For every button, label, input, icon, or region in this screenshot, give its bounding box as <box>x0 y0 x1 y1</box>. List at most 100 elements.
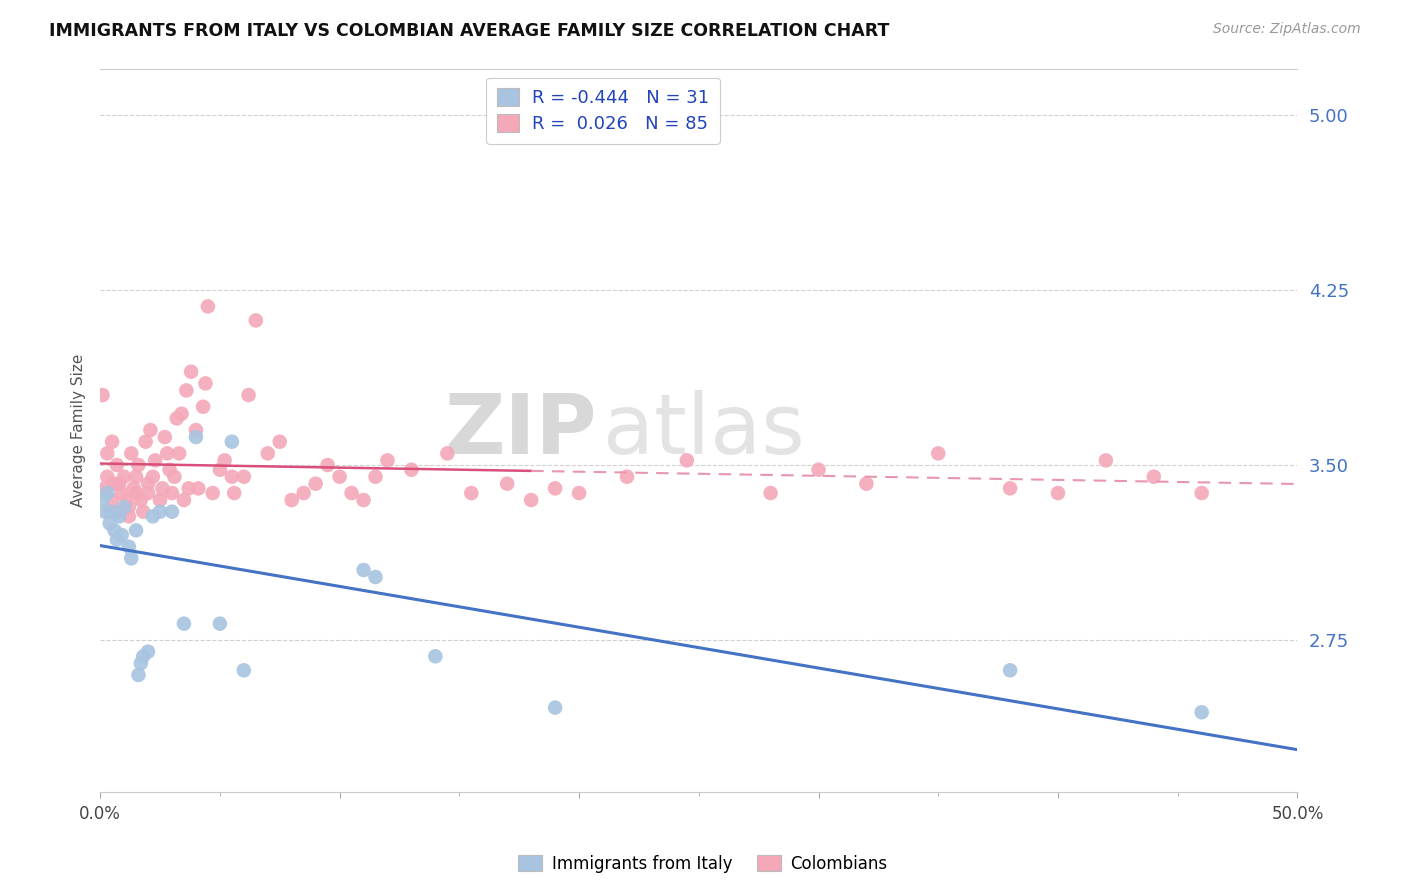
Point <box>98 516 121 531</box>
Point <box>127 668 149 682</box>
Point <box>122 481 145 495</box>
Point <box>143 453 166 467</box>
Point <box>108 476 131 491</box>
Point <box>616 469 638 483</box>
Point <box>1143 469 1166 483</box>
Point <box>160 505 183 519</box>
Point <box>208 463 231 477</box>
Point <box>132 505 155 519</box>
Point <box>96 486 118 500</box>
Point <box>149 493 172 508</box>
Point <box>544 481 567 495</box>
Point <box>184 430 207 444</box>
Point <box>191 400 214 414</box>
Point <box>118 540 141 554</box>
Point <box>280 493 302 508</box>
Point <box>221 469 243 483</box>
Text: ZIP: ZIP <box>444 390 598 471</box>
Point <box>120 446 142 460</box>
Point <box>377 453 399 467</box>
Point <box>132 649 155 664</box>
Point <box>544 700 567 714</box>
Point <box>105 533 128 547</box>
Point <box>364 570 387 584</box>
Point <box>184 423 207 437</box>
Point <box>927 446 949 460</box>
Legend: Immigrants from Italy, Colombians: Immigrants from Italy, Colombians <box>512 848 894 880</box>
Point <box>103 524 125 538</box>
Point <box>108 509 131 524</box>
Point <box>125 469 148 483</box>
Point <box>112 469 135 483</box>
Point <box>305 476 328 491</box>
Point <box>136 476 159 491</box>
Point <box>105 458 128 472</box>
Point <box>194 376 217 391</box>
Point <box>173 493 195 508</box>
Point <box>316 458 339 472</box>
Point <box>998 663 1021 677</box>
Point <box>125 524 148 538</box>
Point <box>180 365 202 379</box>
Point <box>177 481 200 495</box>
Point <box>855 476 877 491</box>
Text: atlas: atlas <box>603 390 804 471</box>
Point <box>103 476 125 491</box>
Point <box>160 486 183 500</box>
Point <box>159 463 181 477</box>
Point <box>401 463 423 477</box>
Point <box>170 407 193 421</box>
Point <box>520 493 543 508</box>
Point <box>238 388 260 402</box>
Point <box>187 481 209 495</box>
Point <box>156 446 179 460</box>
Point <box>214 453 236 467</box>
Point <box>136 486 159 500</box>
Text: Source: ZipAtlas.com: Source: ZipAtlas.com <box>1213 22 1361 37</box>
Point <box>256 446 278 460</box>
Point <box>675 453 697 467</box>
Point <box>150 481 173 495</box>
Point <box>201 486 224 500</box>
Point <box>120 551 142 566</box>
Point <box>101 434 124 449</box>
Point <box>94 481 117 495</box>
Point <box>1191 486 1213 500</box>
Point <box>232 469 254 483</box>
Point <box>96 469 118 483</box>
Point <box>91 388 114 402</box>
Point <box>568 486 591 500</box>
Text: IMMIGRANTS FROM ITALY VS COLOMBIAN AVERAGE FAMILY SIZE CORRELATION CHART: IMMIGRANTS FROM ITALY VS COLOMBIAN AVERA… <box>49 22 890 40</box>
Point <box>111 486 134 500</box>
Point <box>135 434 157 449</box>
Point <box>224 486 246 500</box>
Point <box>1191 706 1213 720</box>
Point <box>292 486 315 500</box>
Point <box>329 469 352 483</box>
Point <box>125 486 148 500</box>
Point <box>208 616 231 631</box>
Point <box>129 493 152 508</box>
Point <box>142 469 165 483</box>
Point <box>111 528 134 542</box>
Point <box>245 313 267 327</box>
Point <box>340 486 363 500</box>
Legend: R = -0.444   N = 31, R =  0.026   N = 85: R = -0.444 N = 31, R = 0.026 N = 85 <box>486 78 720 144</box>
Point <box>96 446 118 460</box>
Point <box>127 458 149 472</box>
Point <box>108 505 131 519</box>
Point <box>1095 453 1118 467</box>
Point <box>353 493 375 508</box>
Point <box>496 476 519 491</box>
Point <box>425 649 447 664</box>
Point <box>139 423 162 437</box>
Point <box>232 663 254 677</box>
Point <box>98 505 121 519</box>
Point <box>460 486 482 500</box>
Y-axis label: Average Family Size: Average Family Size <box>72 353 86 507</box>
Point <box>129 657 152 671</box>
Point <box>94 505 117 519</box>
Point <box>269 434 291 449</box>
Point <box>167 446 190 460</box>
Point <box>149 505 172 519</box>
